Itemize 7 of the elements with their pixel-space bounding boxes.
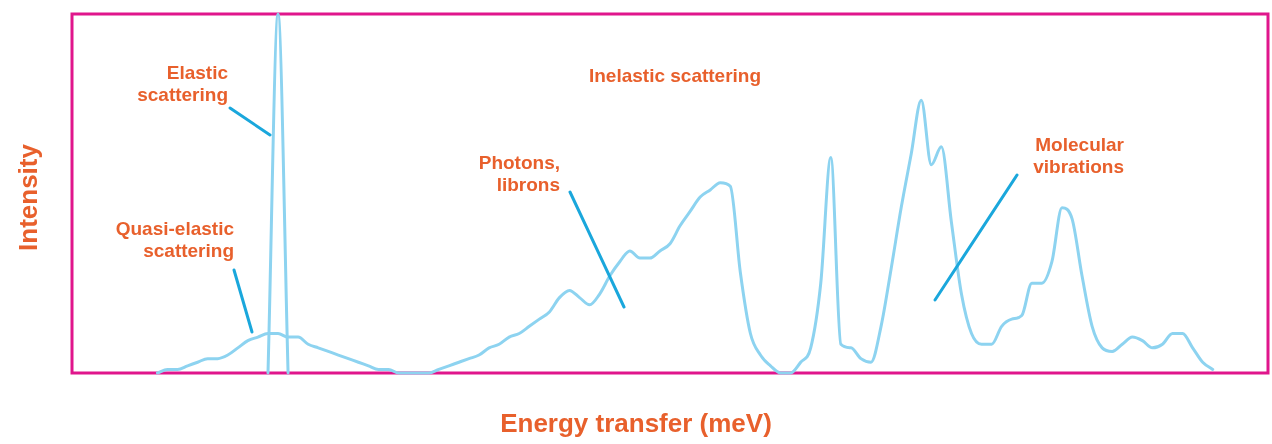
y-axis-title: Intensity bbox=[12, 143, 44, 253]
annotation: Molecular vibrations bbox=[1033, 134, 1125, 178]
annotation: Inelastic scattering bbox=[588, 65, 762, 87]
annotation: Photons, librons bbox=[478, 152, 560, 196]
annotation: Quasi-elastic scattering bbox=[115, 218, 235, 262]
x-axis-title: Energy transfer (meV) bbox=[499, 408, 773, 439]
annotation: Elastic scattering bbox=[137, 62, 229, 106]
